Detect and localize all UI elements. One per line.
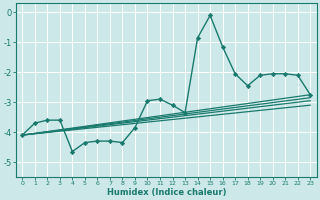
X-axis label: Humidex (Indice chaleur): Humidex (Indice chaleur) (107, 188, 226, 197)
